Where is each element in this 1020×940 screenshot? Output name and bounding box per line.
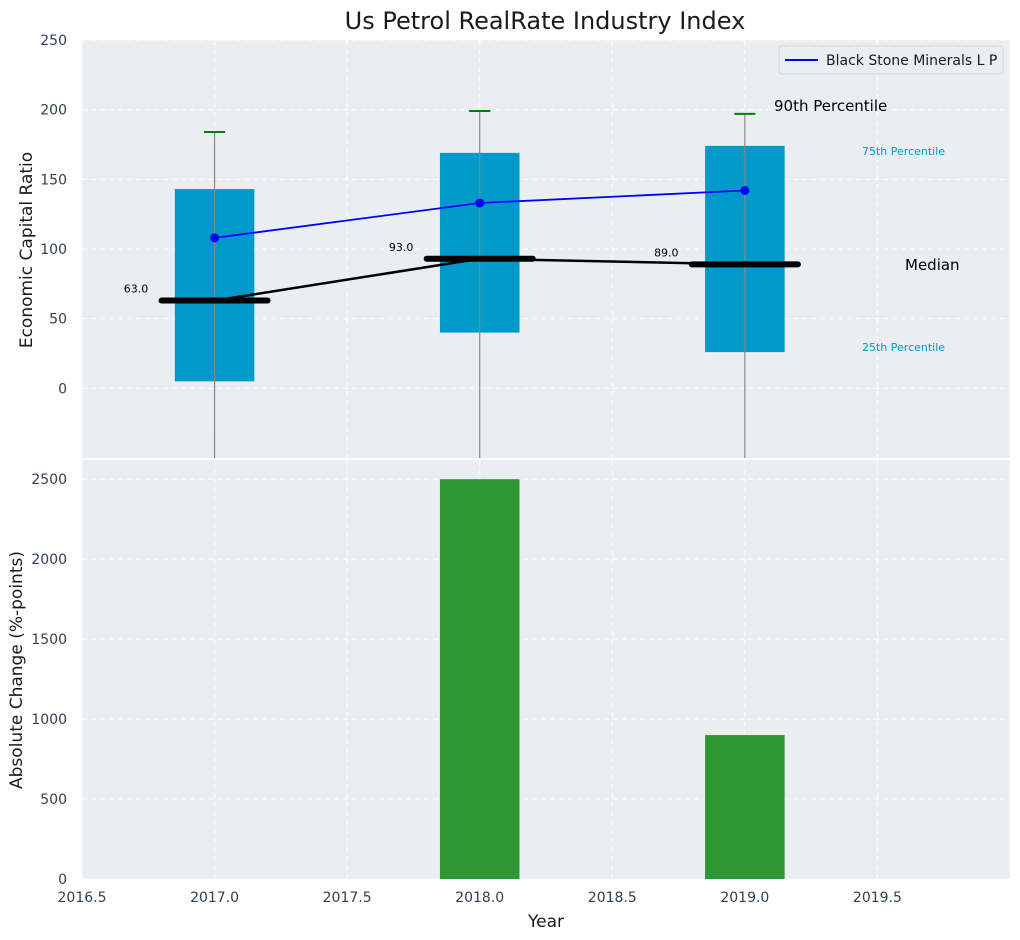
top-y-tick-label: 200 <box>40 103 67 119</box>
chart-title: Us Petrol RealRate Industry Index <box>345 7 746 35</box>
absolute-change-bar <box>439 479 520 879</box>
median-annotation: Median <box>905 256 960 274</box>
company-series-point <box>210 233 220 243</box>
top-chart-marks: 63.0 93.0 89.0 <box>124 110 801 458</box>
top-y-axis-label: Economic Capital Ratio <box>17 152 37 348</box>
top-y-tick-label: 0 <box>58 381 67 397</box>
p25-annotation: 25th Percentile <box>862 341 945 354</box>
median-value-label: 89.0 <box>654 246 679 259</box>
bottom-y-tick-label: 2500 <box>31 472 67 488</box>
x-ticks: 2016.5 2017.0 2017.5 2018.0 2018.5 2019.0 2019… <box>58 890 902 906</box>
top-y-ticks: 0 50 100 150 200 250 <box>40 33 67 397</box>
top-y-tick-label: 150 <box>40 172 67 188</box>
x-tick-label: 2017.0 <box>190 890 239 906</box>
x-axis-label: Year <box>527 912 564 932</box>
median-value-label: 63.0 <box>124 283 149 296</box>
legend-label: Black Stone Minerals L P <box>826 53 997 69</box>
bottom-y-tick-label: 1000 <box>31 712 67 728</box>
bottom-y-axis-label: Absolute Change (%-points) <box>7 551 27 789</box>
top-y-tick-label: 50 <box>49 312 67 328</box>
median-value-label: 93.0 <box>389 241 414 254</box>
p90-annotation: 90th Percentile <box>774 97 887 115</box>
p75-annotation: 75th Percentile <box>862 145 945 158</box>
x-tick-label: 2017.5 <box>323 890 372 906</box>
bottom-plot-area <box>82 460 1010 879</box>
legend: Black Stone Minerals L P <box>778 45 1004 75</box>
x-tick-label: 2018.0 <box>455 890 504 906</box>
x-tick-label: 2019.0 <box>720 890 769 906</box>
x-tick-label: 2018.5 <box>588 890 637 906</box>
top-y-tick-label: 100 <box>40 242 67 258</box>
bottom-y-tick-label: 2000 <box>31 552 67 568</box>
x-tick-label: 2019.5 <box>853 890 902 906</box>
company-series-point <box>475 198 485 208</box>
absolute-change-bar <box>705 735 785 879</box>
top-y-tick-label: 250 <box>40 33 67 49</box>
x-tick-label: 2016.5 <box>58 890 107 906</box>
bottom-gridlines <box>81 458 1010 880</box>
company-series-point <box>740 185 750 195</box>
bottom-y-tick-label: 500 <box>40 792 67 808</box>
legend-box <box>778 45 1004 75</box>
bottom-y-tick-label: 0 <box>58 872 67 888</box>
bottom-y-ticks: 0 500 1000 1500 2000 2500 <box>31 472 67 888</box>
bottom-y-tick-label: 1500 <box>31 632 67 648</box>
bottom-chart-marks <box>439 479 785 879</box>
